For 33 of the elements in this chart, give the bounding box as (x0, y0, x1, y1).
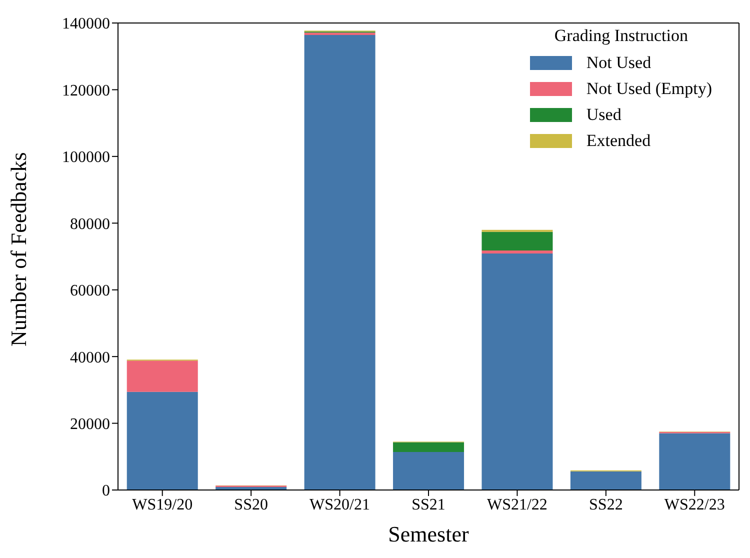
legend-label: Not Used (Empty) (586, 79, 712, 99)
x-tick-label: SS22 (589, 496, 623, 514)
y-tick-label: 40000 (70, 349, 110, 366)
x-tick-label: WS19/20 (132, 496, 193, 514)
bar (570, 471, 642, 490)
y-tick-label: 0 (102, 482, 110, 500)
bar (304, 35, 376, 490)
x-tick-label: WS20/21 (310, 496, 370, 514)
legend-label: Not Used (586, 53, 652, 73)
bar (482, 232, 553, 250)
bar (304, 32, 376, 36)
y-tick-label: 80000 (70, 216, 110, 233)
bar (393, 442, 464, 452)
bar (482, 250, 553, 254)
x-axis-title: Semester (388, 522, 470, 547)
y-tick-label: 140000 (62, 16, 110, 33)
y-axis-title: Number of Feedbacks (6, 152, 31, 346)
y-tick-label: 20000 (70, 416, 110, 433)
legend-label: Extended (586, 131, 651, 151)
x-tick-label: SS21 (412, 496, 446, 514)
legend-label: Used (586, 105, 622, 125)
legend-title: Grading Instruction (553, 26, 689, 46)
y-tick-label: 120000 (62, 82, 110, 100)
x-tick-label: WS22/23 (664, 496, 725, 514)
x-tick-label: WS21/22 (486, 496, 548, 514)
bar (659, 433, 730, 490)
bar (126, 392, 198, 490)
bar (126, 360, 198, 392)
bar (482, 254, 553, 490)
y-tick-label: 60000 (70, 282, 110, 300)
x-tick-label: SS20 (234, 496, 268, 514)
y-tick-label: 100000 (62, 149, 110, 166)
bar (393, 452, 464, 490)
